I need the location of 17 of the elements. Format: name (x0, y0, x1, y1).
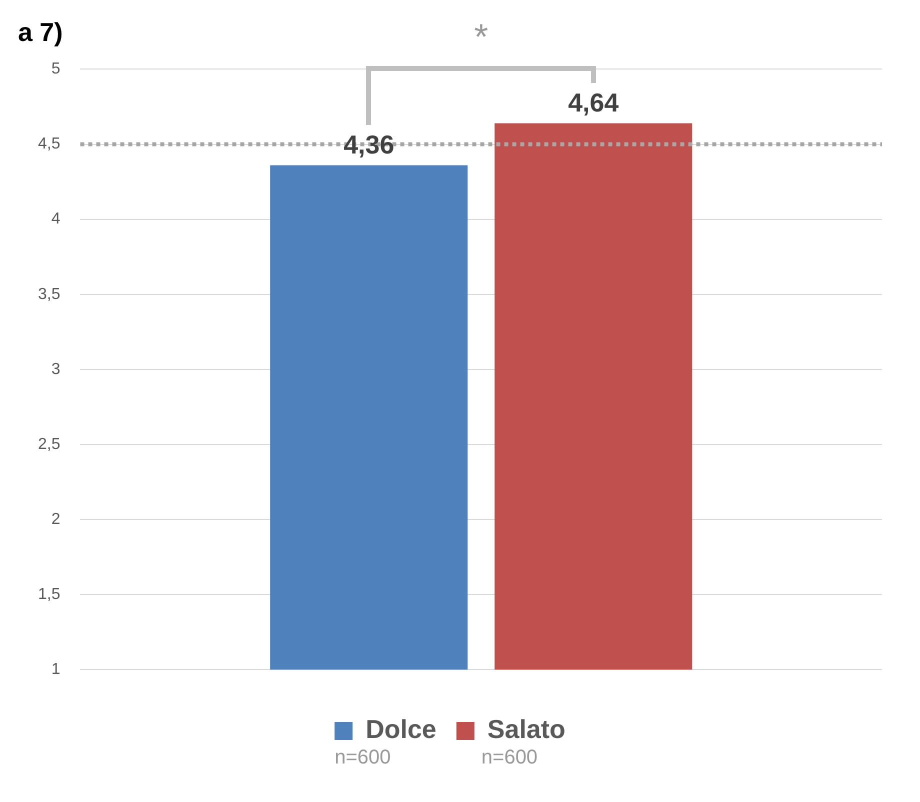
y-tick-label: 2,5 (38, 436, 60, 453)
y-tick-label: 4,5 (38, 136, 60, 153)
chart-title: a 7) (18, 16, 63, 47)
text: * (474, 16, 488, 58)
y-tick-label: 1,5 (38, 586, 60, 603)
text: n=600 (481, 746, 538, 769)
legend-label: Salato (487, 714, 566, 744)
data-label: 4,36 (344, 129, 394, 160)
y-tick-label: 1 (51, 661, 60, 678)
text: n=600 (334, 746, 391, 769)
y-tick-label: 2 (51, 510, 60, 528)
y-tick-label: 3,5 (38, 286, 60, 303)
y-tick-label: 4 (51, 210, 60, 228)
y-tick-label: 3 (51, 360, 60, 378)
data-label: 4,64 (568, 87, 620, 118)
legend-label: Dolce (366, 714, 436, 744)
y-tick-label: 5 (51, 60, 60, 78)
